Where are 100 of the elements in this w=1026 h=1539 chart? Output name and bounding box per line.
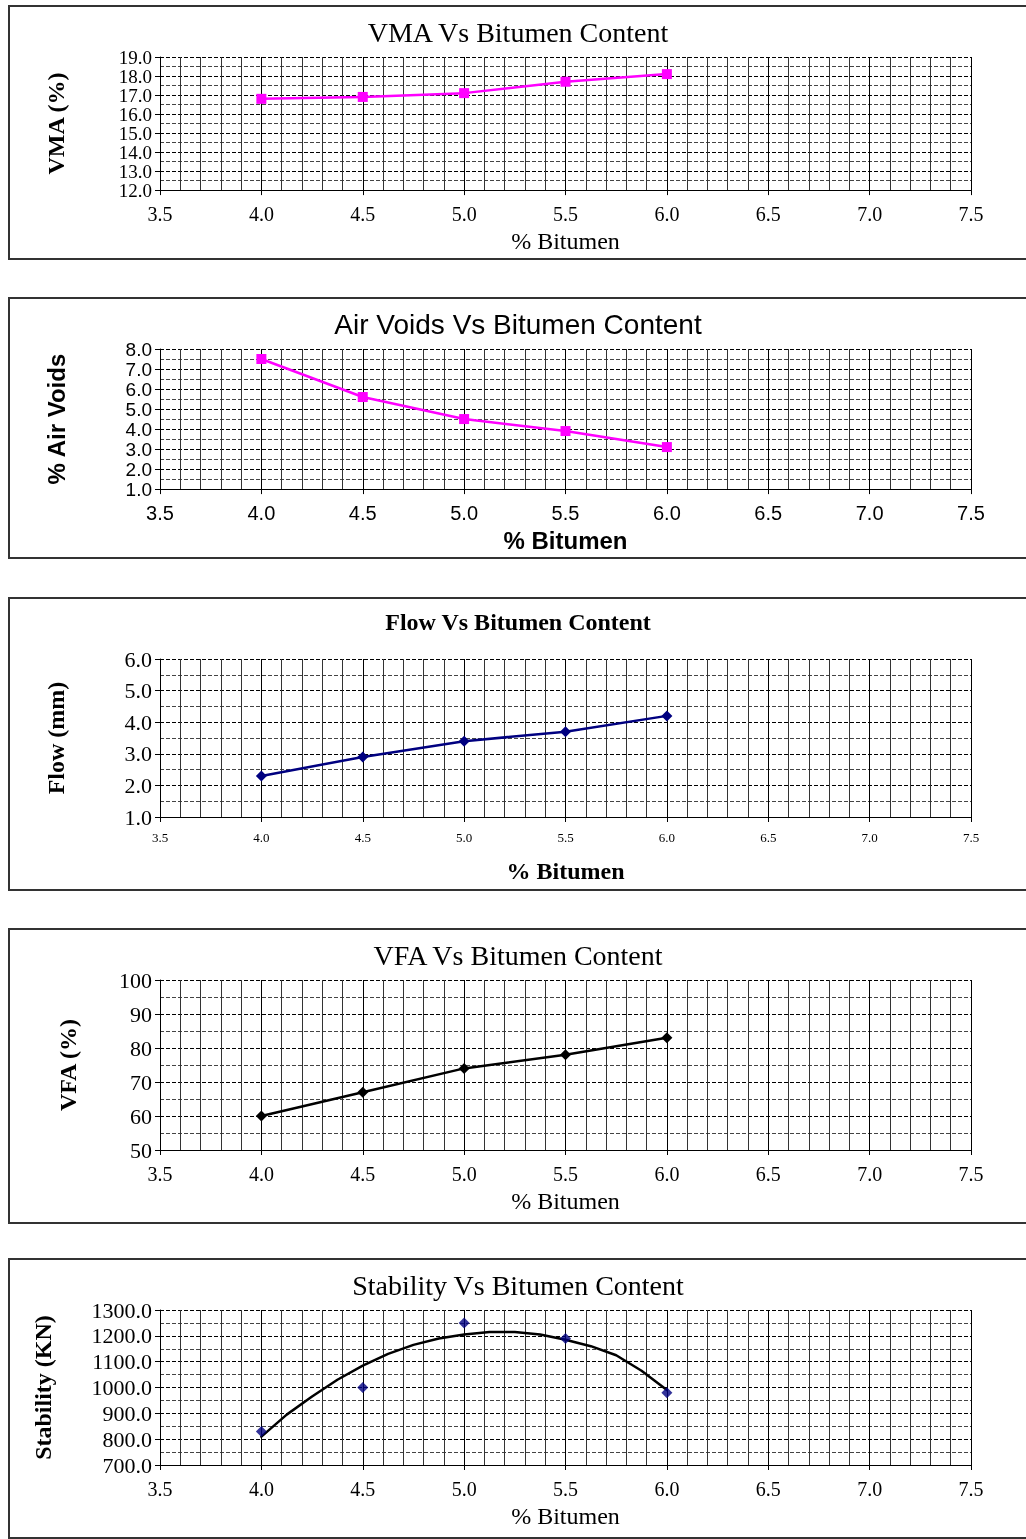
point [256, 354, 267, 365]
y-axis-title: Flow (mm) [43, 681, 69, 795]
y-axis-title: VMA (%) [43, 72, 69, 175]
x-tick-label: 4.0 [248, 1163, 274, 1185]
x-tick-label: 6.5 [755, 1163, 781, 1185]
point [459, 88, 470, 99]
point [458, 1062, 470, 1074]
x-tick-label: 5.5 [551, 502, 580, 525]
y-tick-label: 900.0 [102, 1400, 152, 1426]
y-tick-label: 70 [130, 1069, 152, 1095]
x-tick-label: 3.5 [147, 203, 173, 226]
x-tick-label: 7.5 [962, 830, 980, 845]
x-tick-label: 5.0 [456, 830, 473, 845]
x-tick-label: 5.0 [451, 1163, 477, 1185]
point [357, 91, 368, 102]
point [256, 93, 267, 104]
y-tick-label: 2.0 [125, 458, 152, 480]
point [459, 414, 470, 425]
point [357, 751, 369, 763]
y-tick-label: 4.0 [125, 418, 152, 440]
y-tick-label: 1.0 [124, 804, 152, 830]
x-tick-label: 5.5 [557, 830, 574, 845]
x-tick-label: 6.5 [754, 502, 783, 525]
x-tick-label: 5.0 [450, 502, 479, 525]
x-tick-label: 6.0 [652, 502, 681, 525]
y-tick-label: 1100.0 [92, 1349, 152, 1375]
point [357, 1086, 369, 1098]
chart-title: Air Voids Vs Bitumen Content [334, 308, 702, 340]
x-tick-label: 7.0 [855, 502, 884, 525]
y-tick-label: 18.0 [118, 65, 152, 87]
x-tick-label: 4.5 [350, 1163, 376, 1185]
x-tick-label: 4.5 [354, 830, 371, 845]
x-tick-label: 4.0 [253, 830, 270, 845]
point [458, 735, 470, 747]
y-tick-label: 50 [130, 1137, 152, 1163]
x-tick-label: 7.5 [958, 1163, 984, 1185]
y-axis-title: Stability (KN) [30, 1315, 56, 1460]
chart-title: Flow Vs Bitumen Content [385, 609, 651, 635]
x-tick-label: 3.5 [146, 502, 174, 525]
x-tick-label: 7.5 [958, 203, 984, 226]
x-tick-label: 4.0 [247, 502, 276, 525]
y-tick-label: 19.0 [118, 46, 152, 68]
chart-title: VFA Vs Bitumen Content [373, 939, 663, 971]
chart-title: VMA Vs Bitumen Content [367, 16, 669, 48]
point [661, 710, 673, 722]
x-tick-label: 5.5 [553, 1478, 578, 1500]
x-tick-label: 7.0 [857, 1478, 883, 1500]
y-tick-label: 13.0 [118, 160, 152, 182]
point [661, 1387, 673, 1399]
x-tick-label: 5.0 [451, 203, 477, 226]
y-tick-label: 6.0 [125, 378, 152, 400]
x-tick-label: 3.5 [147, 1478, 173, 1500]
y-tick-label: 2.0 [124, 772, 152, 798]
point [458, 1317, 470, 1329]
x-tick-label: 4.5 [348, 502, 377, 525]
x-tick-label: 7.0 [861, 830, 878, 845]
point [357, 392, 368, 403]
y-tick-label: 1.0 [125, 478, 152, 500]
x-tick-label: 4.0 [248, 203, 274, 226]
x-tick-label: 5.5 [553, 203, 578, 226]
y-tick-label: 14.0 [118, 141, 152, 163]
point [560, 76, 571, 87]
y-tick-label: 12.0 [118, 179, 152, 201]
x-tick-label: 7.5 [958, 1478, 984, 1500]
x-tick-label: 6.5 [755, 1478, 781, 1500]
y-tick-label: 3.0 [125, 438, 152, 460]
y-axis-title: % Air Voids [42, 353, 70, 485]
y-tick-label: 5.0 [124, 678, 152, 704]
y-tick-label: 5.0 [125, 398, 152, 420]
x-tick-label: 3.5 [151, 830, 169, 845]
point [255, 1110, 267, 1122]
point [560, 1332, 571, 1344]
x-tick-label: 7.0 [857, 1163, 883, 1185]
x-axis-title: % Bitumen [506, 858, 625, 884]
y-tick-label: 1000.0 [91, 1375, 152, 1400]
y-tick-label: 7.0 [125, 358, 152, 380]
x-tick-label: 4.5 [350, 203, 376, 226]
x-tick-label: 3.5 [147, 1163, 173, 1185]
x-tick-label: 5.5 [553, 1163, 578, 1185]
y-tick-label: 80 [130, 1035, 152, 1061]
x-tick-label: 5.0 [451, 1478, 477, 1500]
x-axis-title: % Bitumen [511, 1187, 620, 1214]
x-tick-label: 6.5 [760, 830, 777, 845]
x-tick-label: 6.0 [654, 1478, 680, 1500]
x-tick-label: 4.0 [248, 1478, 274, 1500]
y-tick-label: 8.0 [125, 338, 152, 360]
y-tick-label: 90 [130, 1001, 152, 1027]
point [661, 1032, 673, 1044]
y-tick-label: 800.0 [102, 1426, 152, 1452]
y-tick-label: 15.0 [118, 122, 152, 144]
x-tick-label: 6.0 [654, 1163, 680, 1185]
y-tick-label: 60 [130, 1103, 152, 1129]
x-tick-label: 6.0 [658, 830, 675, 845]
point [560, 726, 571, 738]
y-tick-label: 100 [119, 967, 152, 993]
point [661, 69, 672, 80]
y-tick-label: 17.0 [118, 84, 152, 106]
chart-title: Stability Vs Bitumen Content [352, 1269, 685, 1301]
y-axis-title: VFA (%) [55, 1018, 81, 1112]
y-tick-label: 700.0 [102, 1452, 152, 1478]
